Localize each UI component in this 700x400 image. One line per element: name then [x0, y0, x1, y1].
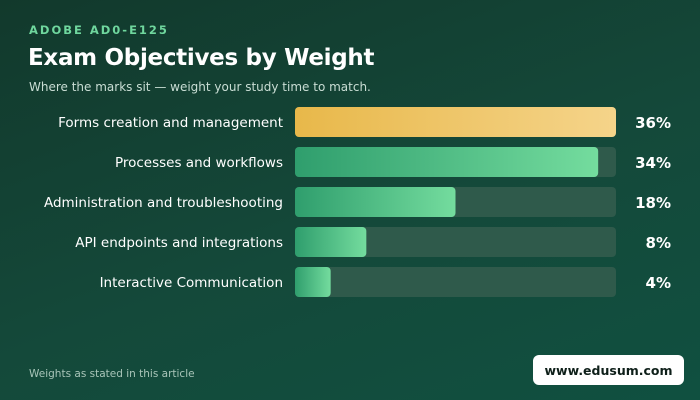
value-label: 8% [646, 234, 671, 252]
bar [295, 187, 456, 217]
website-link-button[interactable]: www.edusum.com [533, 355, 684, 385]
category-label: Administration and troubleshooting [44, 195, 283, 211]
chart-subtitle: Where the marks sit — weight your study … [29, 80, 371, 94]
bar [295, 107, 616, 137]
category-label: API endpoints and integrations [75, 235, 283, 251]
bar [295, 147, 599, 177]
value-label: 34% [635, 154, 671, 172]
bar [295, 267, 331, 297]
value-label: 4% [646, 274, 671, 292]
source-footnote: Weights as stated in this article [29, 368, 195, 380]
exam-code-label: ADOBE AD0-E125 [29, 23, 169, 37]
chart-title: Exam Objectives by Weight [28, 45, 375, 71]
value-label: 18% [635, 194, 671, 212]
value-label: 36% [635, 114, 671, 132]
bar [295, 227, 367, 257]
category-label: Processes and workflows [115, 155, 283, 171]
category-label: Interactive Communication [100, 275, 283, 291]
bar-track [295, 267, 616, 297]
category-label: Forms creation and management [58, 115, 283, 131]
bar-track [295, 227, 616, 257]
